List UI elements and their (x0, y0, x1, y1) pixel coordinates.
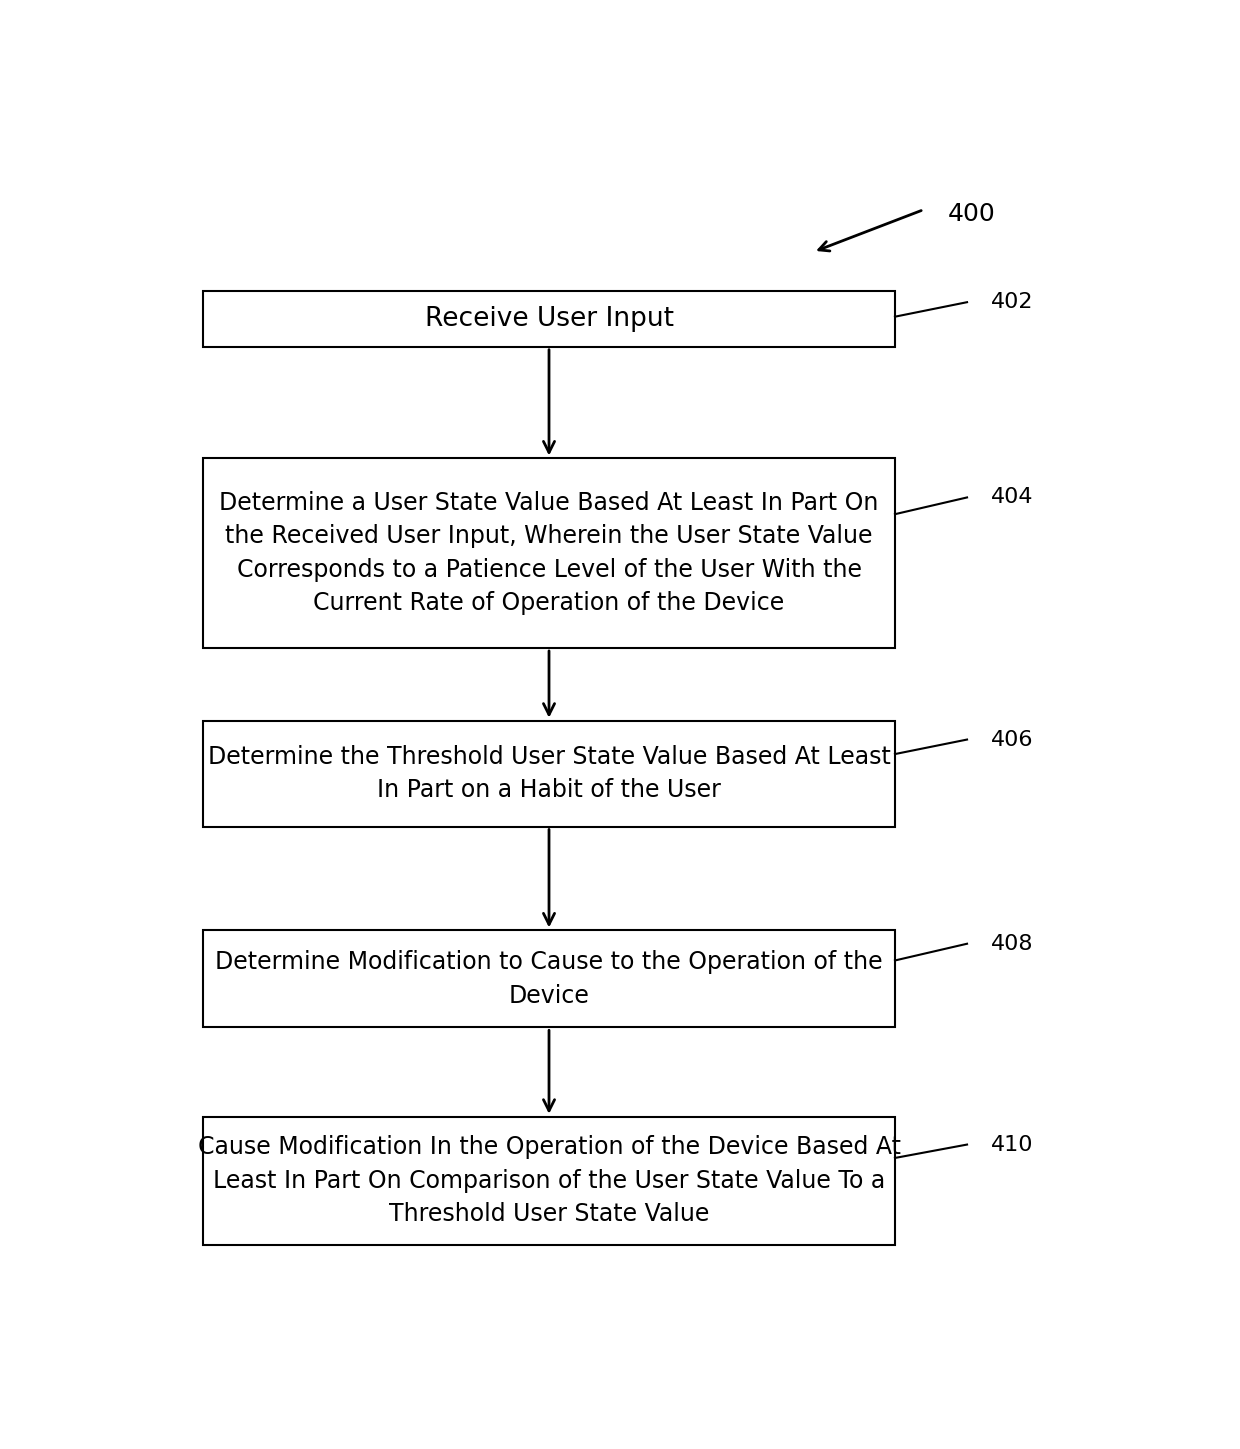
Text: Cause Modification In the Operation of the Device Based At
Least In Part On Comp: Cause Modification In the Operation of t… (197, 1136, 900, 1226)
Text: 406: 406 (991, 729, 1034, 749)
Text: Receive User Input: Receive User Input (424, 306, 673, 332)
Text: 408: 408 (991, 933, 1034, 953)
Text: Determine the Threshold User State Value Based At Least
In Part on a Habit of th: Determine the Threshold User State Value… (207, 745, 890, 803)
Text: 410: 410 (991, 1135, 1034, 1155)
Bar (203, 458, 895, 648)
Text: 404: 404 (991, 487, 1034, 507)
Bar (203, 1117, 895, 1245)
Text: Determine a User State Value Based At Least In Part On
the Received User Input, : Determine a User State Value Based At Le… (219, 491, 879, 616)
Bar (203, 930, 895, 1027)
Bar (203, 720, 895, 826)
Text: 400: 400 (947, 201, 996, 226)
Bar (203, 291, 895, 346)
Text: 402: 402 (991, 293, 1034, 312)
Text: Determine Modification to Cause to the Operation of the
Device: Determine Modification to Cause to the O… (216, 951, 883, 1007)
